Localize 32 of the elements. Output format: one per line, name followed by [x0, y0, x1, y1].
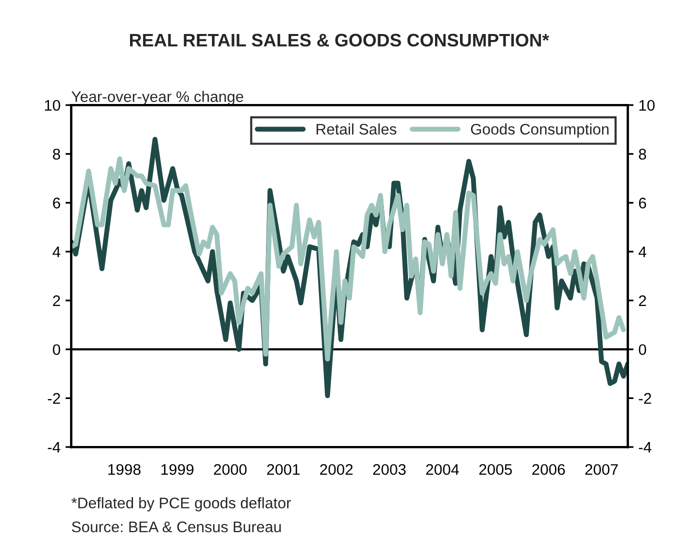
y-tick-label: 8 — [52, 148, 60, 160]
y2-tick-label: 8 — [638, 148, 646, 160]
y2-tick-label: -4 — [638, 442, 652, 453]
text: *Deflated by PCE goods deflator — [71, 497, 291, 512]
x-tick-label: 2001 — [267, 464, 300, 475]
y2-tick-label: 0 — [638, 344, 646, 356]
y-axis-title: Year-over-year % change — [72, 90, 244, 106]
y-tick-label: 10 — [44, 100, 60, 111]
y-tick-label: -4 — [48, 442, 60, 453]
x-tick-label: 2004 — [426, 464, 459, 475]
x-tick-label: 2000 — [214, 464, 247, 475]
y2-tick-label: 10 — [639, 100, 655, 111]
source-note: Source: BEA & Census Bureau — [72, 521, 281, 532]
x-tick-label: 2007 — [585, 464, 618, 475]
y-tick-label: 0 — [52, 344, 60, 356]
y-tick-label: 2 — [53, 295, 60, 306]
x-tick-label: 2005 — [479, 464, 512, 475]
y2-tick-label: 2 — [639, 295, 646, 306]
y-tick-label: 4 — [52, 246, 60, 258]
x-tick-label: 1998 — [108, 464, 141, 475]
legend-label: Goods Consumption — [470, 123, 609, 138]
x-tick-label: 2002 — [320, 464, 353, 475]
y2-tick-label: 6 — [639, 198, 646, 208]
y2-tick-label: -2 — [638, 393, 652, 404]
legend-label: Retail Sales — [316, 123, 396, 135]
x-tick-label: 2006 — [532, 464, 565, 475]
y-tick-label: 6 — [53, 198, 60, 208]
y2-tick-label: 4 — [638, 246, 646, 258]
x-tick-label: 1999 — [161, 464, 194, 475]
x-tick-label: 2003 — [373, 464, 406, 475]
chart-title: REAL RETAIL SALES & GOODS CONSUMPTION* — [130, 34, 550, 47]
y-tick-label: -2 — [48, 393, 60, 404]
